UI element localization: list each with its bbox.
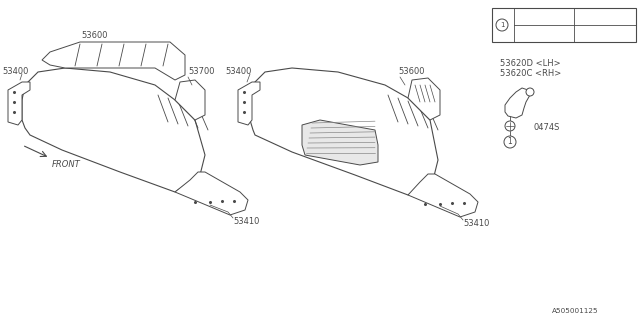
Text: N37002: N37002	[516, 30, 545, 36]
Polygon shape	[238, 82, 260, 125]
Text: (0509-): (0509-)	[576, 30, 603, 37]
Circle shape	[504, 136, 516, 148]
Text: 53410: 53410	[463, 220, 490, 228]
Polygon shape	[250, 68, 438, 195]
Text: 1: 1	[500, 22, 504, 28]
Circle shape	[526, 88, 534, 96]
Text: 0474S: 0474S	[533, 124, 559, 132]
Text: 53410: 53410	[233, 218, 259, 227]
Polygon shape	[505, 88, 530, 118]
Text: 53400: 53400	[2, 68, 28, 76]
Text: 53400: 53400	[225, 68, 252, 76]
Text: 53620C <RH>: 53620C <RH>	[500, 69, 561, 78]
Circle shape	[505, 121, 515, 131]
Text: 53600: 53600	[82, 30, 108, 39]
Text: 53620D <LH>: 53620D <LH>	[500, 59, 561, 68]
Text: FRONT: FRONT	[52, 160, 81, 169]
Text: A505001125: A505001125	[552, 308, 598, 314]
Text: (-0508): (-0508)	[576, 13, 603, 20]
Text: 53600: 53600	[398, 68, 424, 76]
Polygon shape	[22, 68, 205, 192]
Polygon shape	[175, 172, 248, 215]
Text: N450030: N450030	[516, 13, 549, 20]
Polygon shape	[302, 120, 378, 165]
Polygon shape	[408, 78, 440, 120]
Text: 1: 1	[508, 138, 513, 147]
Bar	[492, 8, 636, 42]
Polygon shape	[408, 174, 478, 217]
Text: 53700: 53700	[188, 68, 214, 76]
Polygon shape	[175, 80, 205, 120]
Circle shape	[496, 19, 508, 31]
Polygon shape	[42, 42, 185, 80]
Polygon shape	[8, 82, 30, 125]
